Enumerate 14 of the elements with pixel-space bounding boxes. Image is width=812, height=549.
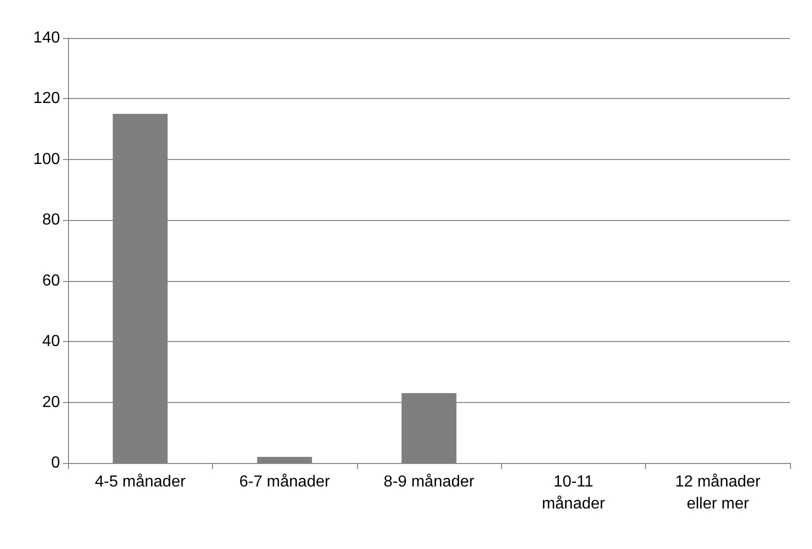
x-tick-label: 6-7 månader [239,474,331,490]
y-tick-label: 60 [42,272,60,290]
y-tick-label: 80 [42,212,60,229]
x-tick-label: 12 månader eller mer [675,474,762,512]
y-tick-label: 100 [33,150,60,168]
x-tick-label: 4-5 månader [94,474,186,490]
y-tick-label: 140 [33,30,60,46]
x-tick-label: 8-9 månader [384,474,476,490]
y-tick-label: 0 [51,454,60,472]
x-tick-label: 10-11 månader [542,474,606,512]
y-tick-label: 120 [33,90,60,108]
y-tick-label: 20 [42,394,60,411]
y-tick-label: 40 [42,333,60,350]
bar [257,456,312,463]
